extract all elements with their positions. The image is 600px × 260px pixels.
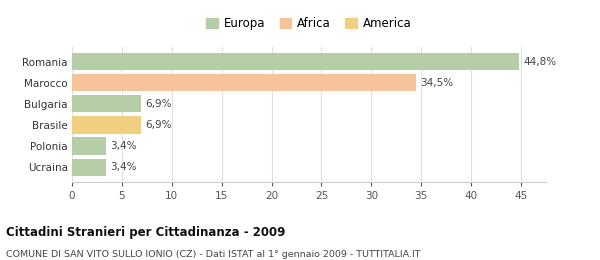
Bar [72, 116, 141, 134]
Legend: Europa, Africa, America: Europa, Africa, America [206, 17, 412, 30]
Bar [72, 74, 416, 91]
Text: COMUNE DI SAN VITO SULLO IONIO (CZ) - Dati ISTAT al 1° gennaio 2009 - TUTTITALIA: COMUNE DI SAN VITO SULLO IONIO (CZ) - Da… [6, 250, 421, 259]
Text: 3,4%: 3,4% [110, 162, 136, 172]
Text: Cittadini Stranieri per Cittadinanza - 2009: Cittadini Stranieri per Cittadinanza - 2… [6, 226, 286, 239]
Text: 44,8%: 44,8% [523, 57, 556, 67]
Text: 3,4%: 3,4% [110, 141, 136, 151]
Text: 34,5%: 34,5% [420, 78, 454, 88]
Text: 6,9%: 6,9% [145, 99, 172, 109]
Bar [72, 95, 141, 113]
Text: 6,9%: 6,9% [145, 120, 172, 130]
Bar [72, 138, 106, 155]
Bar [72, 53, 519, 70]
Bar [72, 159, 106, 176]
